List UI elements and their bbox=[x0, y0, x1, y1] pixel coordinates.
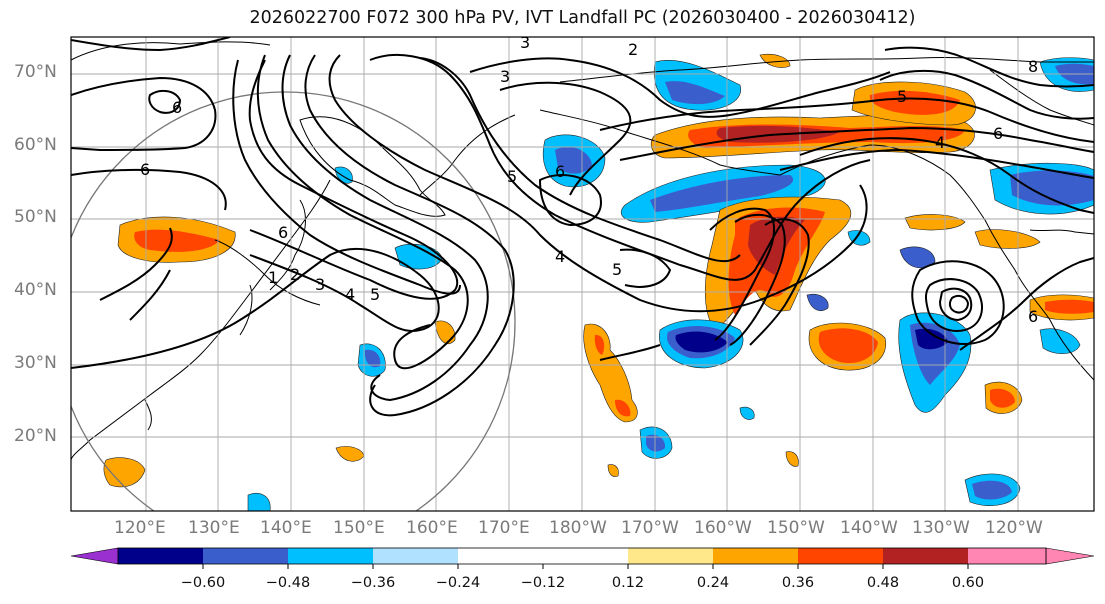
lat-label-30n: 30°N bbox=[14, 353, 57, 373]
contour-label: 4 bbox=[345, 285, 355, 304]
map-canvas: 1 2 3 4 5 6 6 6 3 2 3 5 5 6 8 6 6 4 4 5 bbox=[71, 33, 1094, 511]
colorbar-tick-label: −0.48 bbox=[265, 575, 311, 591]
lat-label-40n: 40°N bbox=[14, 280, 57, 300]
contour-label: 6 bbox=[172, 98, 182, 117]
contour-label: 1 bbox=[268, 268, 278, 287]
contour-label: 2 bbox=[290, 265, 300, 284]
gridlines bbox=[71, 37, 1094, 511]
colorbar-tick-label: 0.36 bbox=[781, 575, 815, 591]
contour-label: 8 bbox=[1028, 57, 1038, 76]
colorbar-swatch bbox=[203, 548, 288, 564]
contour-label: 5 bbox=[897, 87, 907, 106]
colorbar-tick-label: 0.24 bbox=[696, 575, 730, 591]
lat-label-60n: 60°N bbox=[14, 135, 57, 155]
pv-contours bbox=[71, 37, 1094, 417]
colorbar-tick-label: −0.24 bbox=[435, 575, 481, 591]
lon-label-160w: 160°W bbox=[694, 518, 752, 538]
colorbar-frame bbox=[117, 547, 1047, 565]
contour-label: 5 bbox=[612, 260, 622, 279]
colorbar-swatch bbox=[288, 548, 373, 564]
contour-label: 4 bbox=[555, 247, 565, 266]
contour-label: 3 bbox=[315, 275, 325, 294]
colorbar-tick-label: 0.12 bbox=[611, 575, 645, 591]
contour-label: 2 bbox=[628, 40, 638, 59]
lon-label-160e: 160°E bbox=[406, 518, 458, 538]
lon-label-180w: 180°W bbox=[549, 518, 607, 538]
contour-label: 6 bbox=[1028, 307, 1038, 326]
colorbar-extend-low bbox=[70, 547, 119, 565]
contour-label: 6 bbox=[140, 160, 150, 179]
colorbar-swatch bbox=[628, 548, 713, 564]
colorbar-swatch bbox=[968, 548, 1046, 564]
contour-label: 5 bbox=[370, 285, 380, 304]
colorbar-swatch bbox=[883, 548, 968, 564]
contour-label: 6 bbox=[555, 162, 565, 181]
lon-label-170w: 170°W bbox=[621, 518, 679, 538]
lon-label-150w: 150°W bbox=[767, 518, 825, 538]
lon-label-130w: 130°W bbox=[912, 518, 970, 538]
landfall-circle bbox=[71, 91, 516, 511]
colorbar-tick-label: −0.36 bbox=[350, 575, 396, 591]
colorbar-swatch bbox=[543, 548, 628, 564]
contour-label: 6 bbox=[993, 124, 1003, 143]
lon-label-120w: 120°W bbox=[985, 518, 1043, 538]
lat-label-70n: 70°N bbox=[14, 62, 57, 82]
colorbar-swatch bbox=[373, 548, 458, 564]
contour-labels: 1 2 3 4 5 6 6 6 3 2 3 5 5 6 8 6 6 4 4 5 bbox=[140, 33, 1038, 326]
colorbar-tick-label: −0.12 bbox=[520, 575, 566, 591]
colorbar-tick-label: 0.48 bbox=[866, 575, 900, 591]
lon-label-120e: 120°E bbox=[114, 518, 166, 538]
colorbar-swatch bbox=[118, 548, 203, 564]
lon-label-140e: 140°E bbox=[260, 518, 312, 538]
contour-label: 3 bbox=[500, 67, 510, 86]
colorbar-extend-high bbox=[1045, 547, 1095, 565]
colorbar-tick-label: 0.60 bbox=[951, 575, 985, 591]
contour-label: 5 bbox=[507, 167, 517, 186]
contour-label: 6 bbox=[278, 223, 288, 242]
lat-label-50n: 50°N bbox=[14, 207, 57, 227]
colorbar-swatch bbox=[798, 548, 883, 564]
colorbar-swatch bbox=[458, 548, 543, 564]
contour-label: 3 bbox=[520, 33, 530, 52]
colorbar bbox=[70, 547, 1095, 569]
lat-label-20n: 20°N bbox=[14, 426, 57, 446]
lon-label-150e: 150°E bbox=[333, 518, 385, 538]
lon-label-140w: 140°W bbox=[840, 518, 898, 538]
colorbar-swatch bbox=[713, 548, 798, 564]
lon-label-170e: 170°E bbox=[478, 518, 530, 538]
colorbar-tick-label: −0.60 bbox=[180, 575, 226, 591]
figure-title: 2026022700 F072 300 hPa PV, IVT Landfall… bbox=[249, 8, 916, 28]
colorbar-ticks bbox=[202, 564, 969, 569]
map-frame bbox=[70, 36, 1095, 512]
lon-label-130e: 130°E bbox=[188, 518, 240, 538]
contour-label: 4 bbox=[935, 133, 945, 152]
